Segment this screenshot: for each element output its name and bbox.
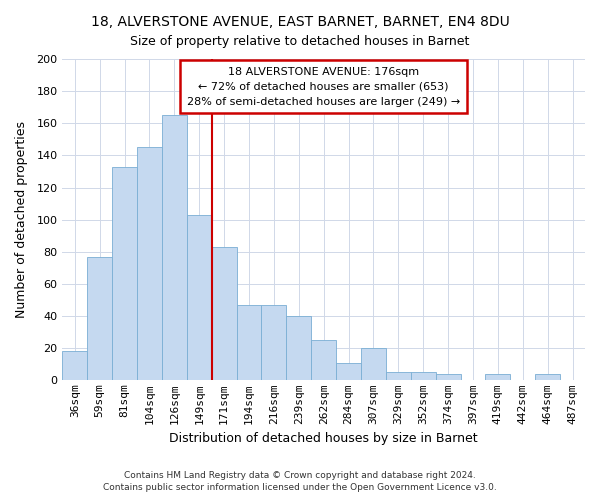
Text: Contains HM Land Registry data © Crown copyright and database right 2024.
Contai: Contains HM Land Registry data © Crown c… <box>103 471 497 492</box>
Bar <box>361 348 386 380</box>
Y-axis label: Number of detached properties: Number of detached properties <box>15 121 28 318</box>
Bar <box>535 374 560 380</box>
Text: Size of property relative to detached houses in Barnet: Size of property relative to detached ho… <box>130 35 470 48</box>
Bar <box>311 340 336 380</box>
Bar <box>436 374 461 380</box>
Bar <box>485 374 511 380</box>
Bar <box>112 166 137 380</box>
Bar <box>187 215 212 380</box>
Bar <box>411 372 436 380</box>
Text: 18 ALVERSTONE AVENUE: 176sqm
← 72% of detached houses are smaller (653)
28% of s: 18 ALVERSTONE AVENUE: 176sqm ← 72% of de… <box>187 67 460 106</box>
Bar <box>262 305 286 380</box>
Bar <box>87 256 112 380</box>
Bar <box>236 305 262 380</box>
Bar <box>212 247 236 380</box>
Text: 18, ALVERSTONE AVENUE, EAST BARNET, BARNET, EN4 8DU: 18, ALVERSTONE AVENUE, EAST BARNET, BARN… <box>91 15 509 29</box>
Bar <box>137 148 162 380</box>
Bar <box>62 352 87 380</box>
Bar <box>286 316 311 380</box>
X-axis label: Distribution of detached houses by size in Barnet: Distribution of detached houses by size … <box>169 432 478 445</box>
Bar <box>386 372 411 380</box>
Bar <box>162 115 187 380</box>
Bar <box>336 362 361 380</box>
